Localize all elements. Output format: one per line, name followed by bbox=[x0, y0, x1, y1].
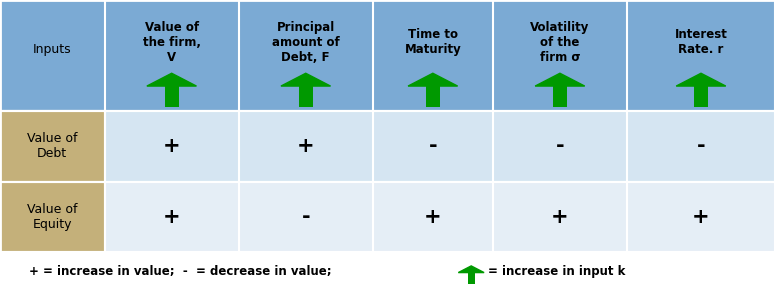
Text: +: + bbox=[692, 207, 710, 227]
Text: -: - bbox=[556, 136, 564, 156]
Bar bbox=[0, 0, 775, 252]
Polygon shape bbox=[408, 73, 457, 86]
Text: = increase in input k: = increase in input k bbox=[488, 265, 625, 278]
Text: +: + bbox=[163, 136, 181, 156]
Bar bbox=[467, 272, 475, 284]
Text: Volatility
of the
firm σ: Volatility of the firm σ bbox=[530, 21, 590, 64]
Polygon shape bbox=[458, 266, 484, 272]
Polygon shape bbox=[535, 73, 585, 86]
Bar bbox=[553, 86, 567, 107]
Text: Interest
Rate. r: Interest Rate. r bbox=[674, 28, 728, 56]
Text: -: - bbox=[429, 136, 437, 156]
Bar bbox=[0, 182, 775, 252]
Bar bbox=[164, 86, 178, 107]
Bar bbox=[0, 111, 105, 182]
Text: +: + bbox=[424, 207, 442, 227]
Text: -: - bbox=[697, 136, 705, 156]
Text: -: - bbox=[301, 207, 310, 227]
Text: +: + bbox=[163, 207, 181, 227]
Text: Value of
the firm,
V: Value of the firm, V bbox=[143, 21, 201, 64]
Text: Principal
amount of
Debt, F: Principal amount of Debt, F bbox=[272, 21, 339, 64]
Bar bbox=[0, 0, 775, 111]
Bar bbox=[426, 86, 440, 107]
Bar bbox=[694, 86, 708, 107]
Text: +: + bbox=[551, 207, 569, 227]
Text: Value of
Equity: Value of Equity bbox=[27, 203, 78, 231]
Bar bbox=[0, 182, 105, 252]
Text: Value of
Debt: Value of Debt bbox=[27, 132, 78, 160]
Text: Time to
Maturity: Time to Maturity bbox=[405, 28, 461, 56]
Text: +: + bbox=[297, 136, 315, 156]
Text: + = increase in value;  -  = decrease in value;: + = increase in value; - = decrease in v… bbox=[29, 265, 332, 278]
Polygon shape bbox=[147, 73, 197, 86]
Bar bbox=[0, 111, 775, 182]
Text: Inputs: Inputs bbox=[33, 43, 71, 56]
Polygon shape bbox=[281, 73, 330, 86]
Polygon shape bbox=[676, 73, 725, 86]
Bar bbox=[299, 86, 312, 107]
